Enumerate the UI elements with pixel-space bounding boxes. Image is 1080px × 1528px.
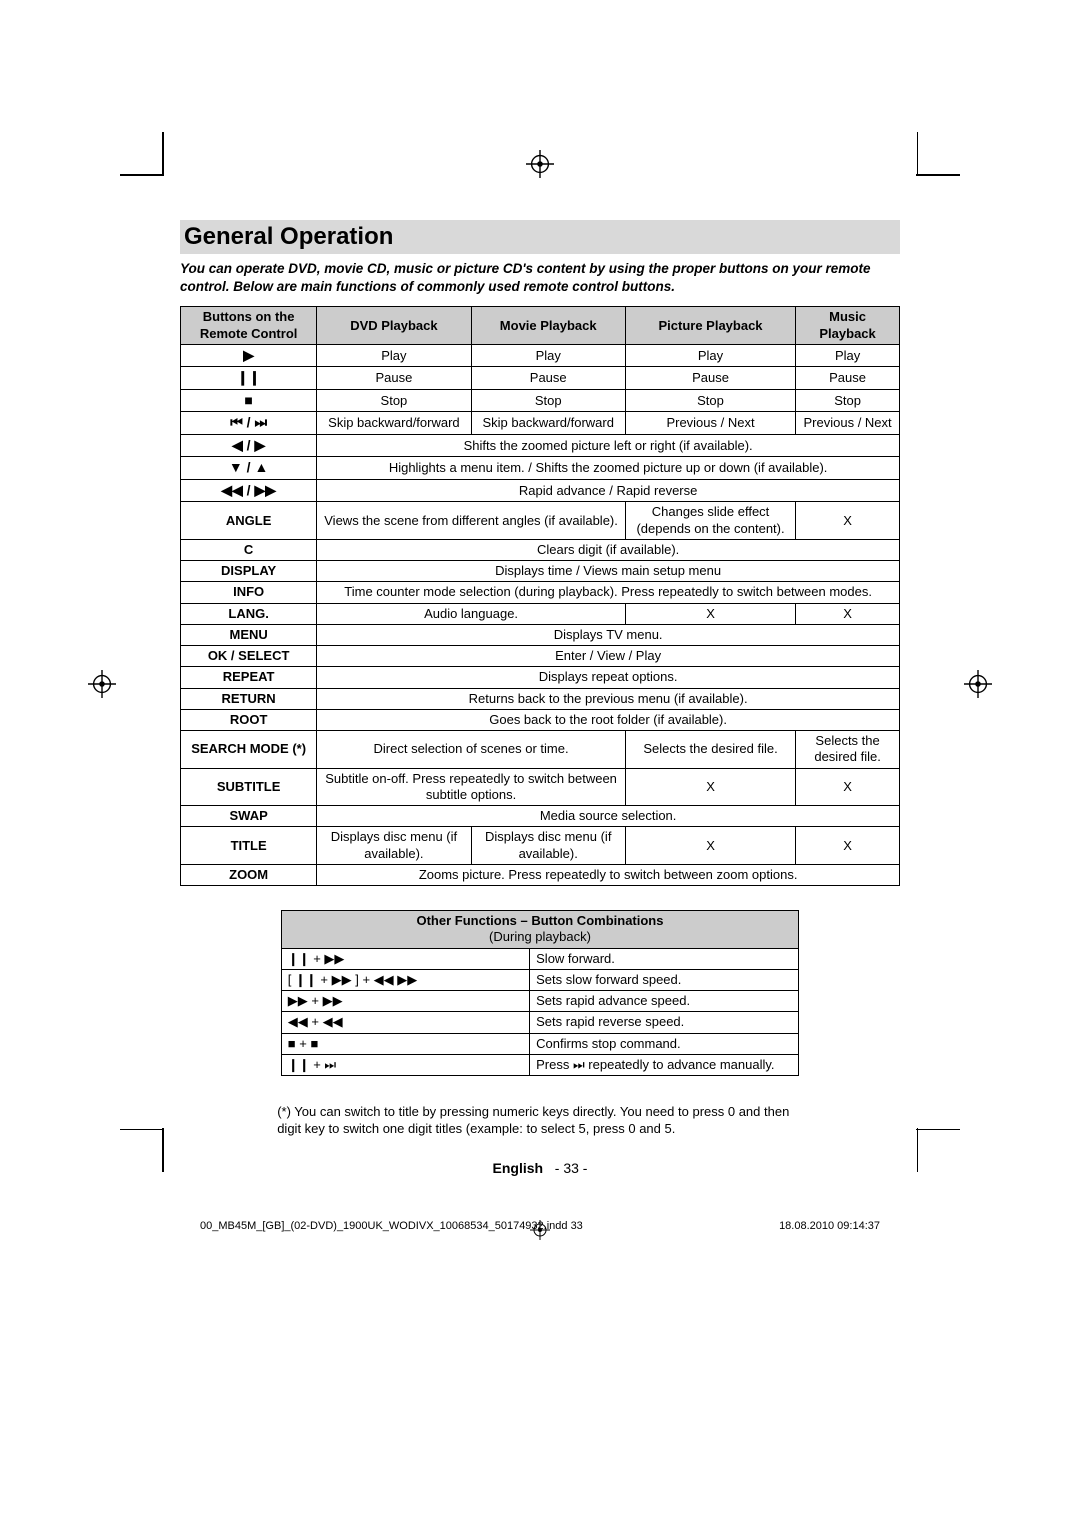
- action-cell: X: [796, 502, 900, 540]
- action-cell: X: [796, 827, 900, 865]
- action-cell: Media source selection.: [317, 806, 900, 827]
- col-header: Music Playback: [796, 307, 900, 345]
- action-cell: Displays disc menu (if available).: [471, 827, 625, 865]
- action-cell: X: [625, 768, 795, 806]
- button-cell: ❙❙: [181, 367, 317, 390]
- action-cell: Previous / Next: [625, 412, 795, 435]
- button-cell: ⏮ / ⏭: [181, 412, 317, 435]
- action-cell: Changes slide effect (depends on the con…: [625, 502, 795, 540]
- action-cell: Play: [625, 344, 795, 367]
- action-cell: X: [796, 768, 900, 806]
- action-cell: Pause: [625, 367, 795, 390]
- button-cell: INFO: [181, 582, 317, 603]
- combo-desc-cell: Sets slow forward speed.: [530, 969, 799, 990]
- button-cell: MENU: [181, 624, 317, 645]
- combo-cell: ▶▶ + ▶▶: [281, 991, 529, 1012]
- action-cell: Pause: [471, 367, 625, 390]
- action-cell: Stop: [317, 389, 471, 412]
- registration-mark-icon: [530, 1220, 550, 1240]
- action-cell: Enter / View / Play: [317, 646, 900, 667]
- action-cell: Displays time / Views main setup menu: [317, 561, 900, 582]
- remote-buttons-table: Buttons on the Remote Control DVD Playba…: [180, 306, 900, 886]
- button-cell: ◀ / ▶: [181, 434, 317, 457]
- action-cell: Stop: [471, 389, 625, 412]
- action-cell: Selects the desired file.: [796, 731, 900, 769]
- combo-cell: ❙❙ + ⏭: [281, 1054, 529, 1075]
- action-cell: Subtitle on-off. Press repeatedly to swi…: [317, 768, 626, 806]
- action-cell: Views the scene from different angles (i…: [317, 502, 626, 540]
- registration-mark-icon: [526, 150, 554, 178]
- combo-cell: [ ❙❙ + ▶▶ ] + ◀◀ ▶▶: [281, 969, 529, 990]
- section-title: General Operation: [184, 223, 890, 251]
- button-cell: ■: [181, 389, 317, 412]
- action-cell: Pause: [796, 367, 900, 390]
- button-cell: ▼ / ▲: [181, 457, 317, 480]
- action-cell: Zooms picture. Press repeatedly to switc…: [317, 864, 900, 885]
- action-cell: X: [625, 827, 795, 865]
- page-footer: English - 33 -: [0, 1160, 1080, 1176]
- button-cell: DISPLAY: [181, 561, 317, 582]
- button-cell: REPEAT: [181, 667, 317, 688]
- col-header: DVD Playback: [317, 307, 471, 345]
- button-cell: SEARCH MODE (*): [181, 731, 317, 769]
- button-cell: OK / SELECT: [181, 646, 317, 667]
- combo-desc-cell: Slow forward.: [530, 948, 799, 969]
- action-cell: Stop: [625, 389, 795, 412]
- action-cell: Displays repeat options.: [317, 667, 900, 688]
- action-cell: Skip backward/forward: [317, 412, 471, 435]
- col-header: Picture Playback: [625, 307, 795, 345]
- button-cell: C: [181, 539, 317, 560]
- section-title-bar: General Operation: [180, 220, 900, 254]
- combo-desc-cell: Press ⏭ repeatedly to advance manually.: [530, 1054, 799, 1075]
- action-cell: Audio language.: [317, 603, 626, 624]
- action-cell: Clears digit (if available).: [317, 539, 900, 560]
- action-cell: Play: [796, 344, 900, 367]
- registration-mark-icon: [964, 670, 992, 698]
- action-cell: Displays TV menu.: [317, 624, 900, 645]
- button-cell: SUBTITLE: [181, 768, 317, 806]
- combo-cell: ■ + ■: [281, 1033, 529, 1054]
- action-cell: Direct selection of scenes or time.: [317, 731, 626, 769]
- col-header: Movie Playback: [471, 307, 625, 345]
- button-combinations-table: Other Functions – Button Combinations (D…: [281, 910, 799, 1076]
- action-cell: Time counter mode selection (during play…: [317, 582, 900, 603]
- button-cell: ANGLE: [181, 502, 317, 540]
- action-cell: Shifts the zoomed picture left or right …: [317, 434, 900, 457]
- action-cell: Selects the desired file.: [625, 731, 795, 769]
- action-cell: Pause: [317, 367, 471, 390]
- button-cell: ◀◀ / ▶▶: [181, 479, 317, 502]
- action-cell: Goes back to the root folder (if availab…: [317, 709, 900, 730]
- action-cell: Highlights a menu item. / Shifts the zoo…: [317, 457, 900, 480]
- combo-header: Other Functions – Button Combinations (D…: [281, 911, 798, 949]
- button-cell: ROOT: [181, 709, 317, 730]
- combo-cell: ❙❙ + ▶▶: [281, 948, 529, 969]
- action-cell: Play: [317, 344, 471, 367]
- action-cell: Skip backward/forward: [471, 412, 625, 435]
- footnote-text: (*) You can switch to title by pressing …: [277, 1104, 803, 1138]
- combo-desc-cell: Sets rapid reverse speed.: [530, 1012, 799, 1033]
- action-cell: Play: [471, 344, 625, 367]
- action-cell: Previous / Next: [796, 412, 900, 435]
- combo-desc-cell: Sets rapid advance speed.: [530, 991, 799, 1012]
- intro-text: You can operate DVD, movie CD, music or …: [180, 260, 900, 296]
- combo-desc-cell: Confirms stop command.: [530, 1033, 799, 1054]
- action-cell: Stop: [796, 389, 900, 412]
- combo-cell: ◀◀ + ◀◀: [281, 1012, 529, 1033]
- registration-mark-icon: [88, 670, 116, 698]
- action-cell: Returns back to the previous menu (if av…: [317, 688, 900, 709]
- button-cell: SWAP: [181, 806, 317, 827]
- print-timestamp: 18.08.2010 09:14:37: [779, 1220, 880, 1232]
- action-cell: Displays disc menu (if available).: [317, 827, 471, 865]
- button-cell: RETURN: [181, 688, 317, 709]
- action-cell: X: [625, 603, 795, 624]
- action-cell: X: [796, 603, 900, 624]
- col-header: Buttons on the Remote Control: [181, 307, 317, 345]
- button-cell: ▶: [181, 344, 317, 367]
- button-cell: TITLE: [181, 827, 317, 865]
- print-filename: 00_MB45M_[GB]_(02-DVD)_1900UK_WODIVX_100…: [200, 1220, 583, 1232]
- action-cell: Rapid advance / Rapid reverse: [317, 479, 900, 502]
- button-cell: LANG.: [181, 603, 317, 624]
- button-cell: ZOOM: [181, 864, 317, 885]
